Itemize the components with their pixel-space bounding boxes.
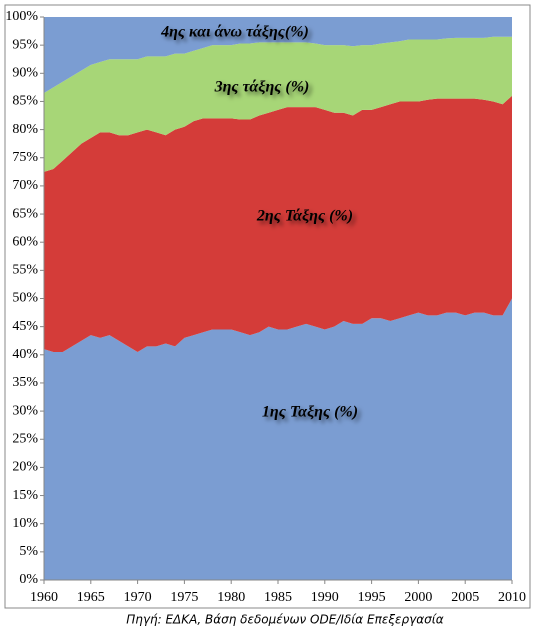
area [44, 298, 512, 580]
area [44, 95, 512, 352]
x-tick-label: 1985 [264, 590, 292, 605]
series-label: 2ης Τάξης (%) [256, 208, 353, 225]
y-tick-label: 95% [12, 37, 38, 52]
y-tick-label: 60% [12, 234, 38, 249]
x-tick-label: 2005 [451, 590, 479, 605]
y-tick-label: 90% [12, 66, 38, 81]
y-tick-label: 15% [12, 488, 38, 503]
x-tick-label: 1990 [311, 590, 339, 605]
y-tick-label: 75% [12, 150, 38, 165]
series-label: 3ης τάξης (%) [214, 79, 310, 96]
y-tick-label: 80% [12, 122, 38, 137]
area [44, 17, 512, 94]
y-tick-label: 45% [12, 319, 38, 334]
series-label: 4ης και άνω τάξης(%) [160, 24, 309, 41]
x-tick-label: 1995 [358, 590, 386, 605]
y-tick-label: 30% [12, 403, 38, 418]
y-tick-label: 20% [12, 460, 38, 475]
source-note: Πηγή: ΕΔΚΑ, Βάση δεδομένων ODE/Ιδία Επεξ… [126, 613, 444, 627]
x-tick-label: 1975 [170, 590, 198, 605]
area [44, 36, 512, 172]
y-tick-label: 55% [12, 263, 38, 278]
y-tick-label: 5% [19, 544, 38, 559]
y-tick-label: 35% [12, 375, 38, 390]
x-tick-label: 1970 [124, 590, 152, 605]
y-tick-label: 100% [5, 9, 38, 24]
y-tick-label: 25% [12, 431, 38, 446]
x-tick-label: 2000 [404, 590, 432, 605]
y-tick-label: 40% [12, 347, 38, 362]
x-tick-label: 2010 [498, 590, 526, 605]
x-tick-label: 1960 [30, 590, 58, 605]
y-tick-label: 65% [12, 206, 38, 221]
x-tick-label: 1980 [217, 590, 245, 605]
series-label: 1ης Ταξης (%) [262, 404, 358, 421]
y-tick-label: 10% [12, 516, 38, 531]
y-tick-label: 0% [19, 572, 38, 587]
y-tick-label: 50% [12, 291, 38, 306]
x-tick-label: 1965 [77, 590, 105, 605]
y-tick-label: 85% [12, 94, 38, 109]
y-tick-label: 70% [12, 178, 38, 193]
